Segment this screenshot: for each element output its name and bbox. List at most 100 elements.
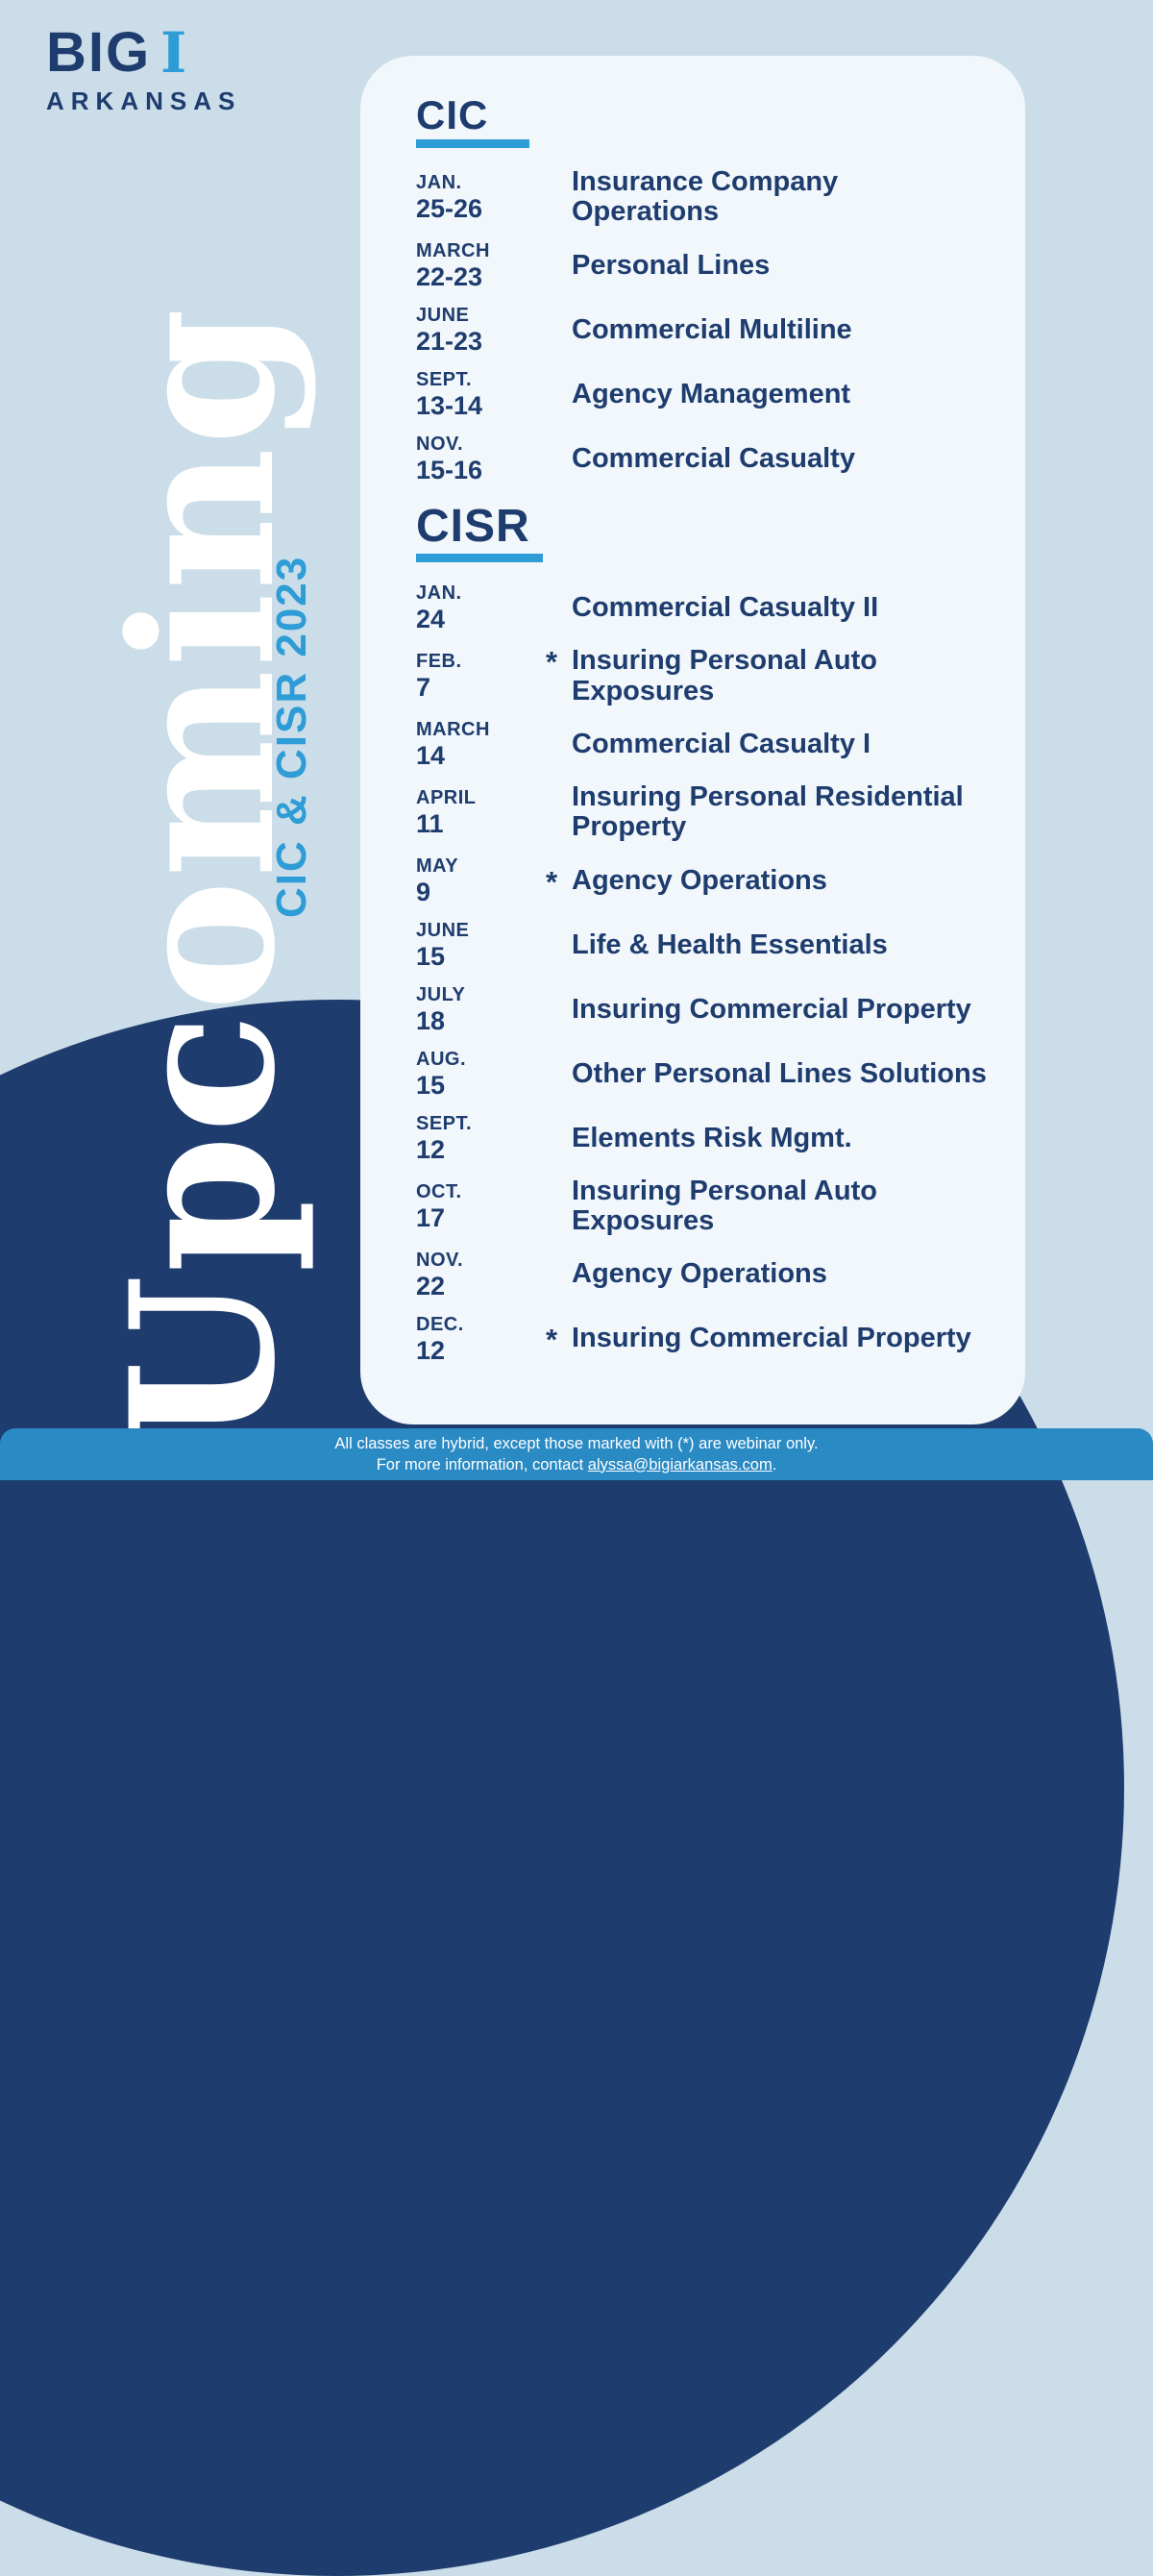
date-cell: JUNE 15 — [416, 919, 572, 972]
date-cell: NOV. 22 — [416, 1249, 572, 1301]
course-cell: Agency Operations — [572, 1259, 987, 1289]
day-label: 13-14 — [416, 390, 483, 420]
day-label: 18 — [416, 1005, 446, 1035]
course-label: Commercial Casualty II — [572, 592, 879, 624]
footer-contact-text: For more information, contact — [376, 1455, 588, 1474]
date-cell: JAN. 24 — [416, 582, 572, 634]
month-label: MAY — [416, 855, 459, 877]
day-label: 9 — [416, 877, 431, 906]
day-label: 12 — [416, 1335, 446, 1365]
date-cell: MARCH 14 — [416, 718, 572, 771]
date-cell: DEC. 12 — [416, 1313, 572, 1366]
date-cell: OCT. 17 — [416, 1180, 572, 1233]
schedule-row: DEC. 12 * Insuring Commercial Property — [416, 1313, 987, 1366]
month-label: SEPT. — [416, 368, 473, 390]
date-cell: JUNE 21-23 — [416, 304, 572, 357]
day-label: 21-23 — [416, 326, 483, 356]
course-label: Life & Health Essentials — [572, 929, 888, 960]
month-label: JUNE — [416, 919, 470, 941]
date-cell: APRIL 11 — [416, 786, 572, 839]
date-cell: MAY 9 — [416, 855, 572, 907]
day-label: 15 — [416, 941, 446, 971]
course-cell: * Insuring Personal Auto Exposures — [546, 645, 987, 706]
day-label: 22-23 — [416, 261, 483, 291]
schedule-row: SEPT. 12 Elements Risk Mgmt. — [416, 1112, 987, 1165]
schedule-row: OCT. 17 Insuring Personal Auto Exposures — [416, 1176, 987, 1237]
month-label: OCT. — [416, 1180, 462, 1202]
month-label: NOV. — [416, 433, 464, 455]
schedule-row: JAN. 25-26 Insurance Company Operations — [416, 166, 987, 228]
schedule-row: SEPT. 13-14 Agency Management — [416, 368, 987, 421]
cisr-schedule-list: JAN. 24 Commercial Casualty II FEB. 7 * Insuri… — [416, 582, 987, 1365]
course-label: Elements Risk Mgmt. — [572, 1122, 852, 1153]
month-label: SEPT. — [416, 1112, 473, 1134]
logo-i-text: I — [160, 20, 187, 86]
month-label: JAN. — [416, 582, 462, 605]
course-cell: Commercial Casualty — [572, 443, 987, 474]
month-label: JAN. — [416, 171, 462, 193]
logo-wordmark: BIG I — [46, 20, 241, 86]
month-label: APRIL — [416, 786, 477, 808]
schedule-row: AUG. 15 Other Personal Lines Solutions — [416, 1048, 987, 1101]
footer-bar: All classes are hybrid, except those mar… — [0, 1428, 1153, 1480]
cisr-heading: CISR — [416, 500, 530, 552]
date-cell: MARCH 22-23 — [416, 239, 572, 292]
date-cell: SEPT. 12 — [416, 1112, 572, 1165]
date-cell: JULY 18 — [416, 983, 572, 1036]
course-cell: * Agency Operations — [546, 864, 987, 898]
day-label: 22 — [416, 1271, 446, 1300]
date-cell: FEB. 7 — [416, 650, 572, 703]
cic-schedule-list: JAN. 25-26 Insurance Company Operations MAR… — [416, 166, 987, 485]
webinar-only-asterisk: * — [546, 864, 558, 899]
course-cell: Insuring Personal Auto Exposures — [572, 1176, 987, 1237]
course-label: Agency Operations — [572, 864, 827, 896]
course-label: Commercial Multiline — [572, 313, 852, 345]
date-cell: SEPT. 13-14 — [416, 368, 572, 421]
month-label: MARCH — [416, 239, 490, 261]
course-cell: Elements Risk Mgmt. — [572, 1122, 987, 1153]
course-cell: * Insuring Commercial Property — [546, 1324, 987, 1356]
schedule-row: MARCH 14 Commercial Casualty I — [416, 718, 987, 771]
contact-email-link[interactable]: alyssa@bigiarkansas.com — [587, 1455, 773, 1474]
webinar-only-asterisk: * — [546, 645, 558, 680]
course-label: Agency Operations — [572, 1258, 827, 1290]
course-cell: Other Personal Lines Solutions — [572, 1058, 987, 1089]
date-cell: JAN. 25-26 — [416, 171, 572, 224]
course-cell: Insuring Personal Residential Property — [572, 781, 987, 843]
month-label: FEB. — [416, 651, 462, 673]
course-label: Insuring Personal Residential Property — [572, 781, 964, 843]
date-cell: AUG. 15 — [416, 1048, 572, 1101]
section-cisr: CISR JAN. 24 Commercial Casualty II FEB. 7 * I… — [416, 500, 987, 1366]
day-label: 15 — [416, 1070, 446, 1100]
month-label: AUG. — [416, 1048, 466, 1070]
day-label: 11 — [416, 808, 444, 838]
course-label: Personal Lines — [572, 249, 771, 281]
cisr-heading-underline — [416, 554, 543, 563]
day-label: 17 — [416, 1202, 446, 1232]
course-cell: Commercial Casualty I — [572, 729, 987, 759]
schedule-row: MAY 9 * Agency Operations — [416, 855, 987, 907]
day-label: 24 — [416, 605, 446, 634]
course-label: Agency Management — [572, 378, 851, 409]
schedule-row: JULY 18 Insuring Commercial Property — [416, 983, 987, 1036]
schedule-row: JAN. 24 Commercial Casualty II — [416, 582, 987, 634]
course-cell: Life & Health Essentials — [572, 929, 987, 960]
schedule-row: JUNE 15 Life & Health Essentials — [416, 919, 987, 972]
schedule-card: CIC JAN. 25-26 Insurance Company Operation… — [360, 56, 1025, 1424]
footer-note: All classes are hybrid, except those mar… — [334, 1434, 819, 1452]
webinar-only-asterisk: * — [546, 1323, 558, 1357]
schedule-row: NOV. 15-16 Commercial Casualty — [416, 433, 987, 485]
course-cell: Commercial Multiline — [572, 313, 987, 345]
footer-contact-period: . — [772, 1455, 777, 1474]
logo-region-text: ARKANSAS — [46, 87, 242, 115]
course-cell: Commercial Casualty II — [572, 592, 987, 624]
vertical-subtitle: CIC & CISR 2023 — [268, 555, 315, 918]
month-label: DEC. — [416, 1313, 464, 1335]
course-label: Insuring Personal Auto Exposures — [572, 645, 877, 706]
day-label: 25-26 — [416, 193, 483, 223]
big-i-arkansas-logo: BIG I ARKANSAS — [46, 25, 241, 116]
schedule-row: JUNE 21-23 Commercial Multiline — [416, 304, 987, 357]
logo-big-text: BIG — [46, 21, 152, 84]
day-label: 7 — [416, 673, 431, 703]
month-label: JULY — [416, 983, 466, 1005]
